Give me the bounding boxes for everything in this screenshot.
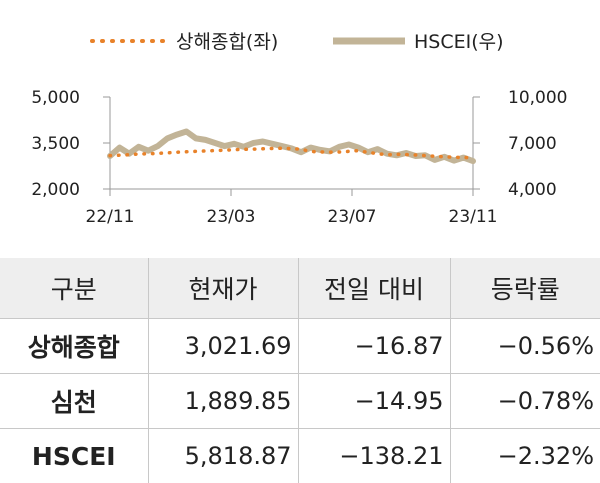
- row-index-name: HSCEI: [0, 429, 148, 483]
- legend: 상해종합(좌) HSCEI(우): [92, 31, 504, 53]
- header-change-rate: 등락률: [450, 258, 600, 319]
- right-tick-label: 10,000: [508, 88, 567, 108]
- left-tick-label: 5,000: [31, 88, 80, 108]
- legend-label-hscei: HSCEI(우): [414, 31, 504, 53]
- x-tick-label: 23/03: [207, 207, 256, 227]
- row-index-name: 상해종합: [0, 319, 148, 374]
- right-axis-labels: 10,000 7,000 4,000: [508, 88, 567, 200]
- x-tick-label: 23/11: [449, 207, 498, 227]
- series-line-hscei: [110, 132, 473, 162]
- table-row: 심천 1,889.85 −14.95 −0.78%: [0, 374, 600, 429]
- index-quote-table: 구분 현재가 전일 대비 등락률 상해종합 3,021.69 −16.87 −0…: [0, 258, 600, 483]
- row-index-name: 심천: [0, 374, 148, 429]
- row-change-rate: −0.56%: [450, 319, 600, 374]
- right-tick-label: 4,000: [508, 180, 557, 200]
- left-axis-labels: 5,000 3,500 2,000: [31, 88, 80, 200]
- row-change: −14.95: [298, 374, 450, 429]
- row-change: −138.21: [298, 429, 450, 483]
- header-category: 구분: [0, 258, 148, 319]
- table-row: 상해종합 3,021.69 −16.87 −0.56%: [0, 319, 600, 374]
- row-change: −16.87: [298, 319, 450, 374]
- header-change: 전일 대비: [298, 258, 450, 319]
- x-tick-label: 23/07: [328, 207, 377, 227]
- row-current-price: 3,021.69: [148, 319, 298, 374]
- x-axis-labels: 22/11 23/03 23/07 23/11: [86, 207, 498, 227]
- table-row: HSCEI 5,818.87 −138.21 −2.32%: [0, 429, 600, 483]
- table-header-row: 구분 현재가 전일 대비 등락률: [0, 258, 600, 319]
- header-current-price: 현재가: [148, 258, 298, 319]
- legend-label-shanghai: 상해종합(좌): [176, 31, 278, 53]
- row-current-price: 1,889.85: [148, 374, 298, 429]
- left-tick-label: 2,000: [31, 180, 80, 200]
- right-tick-label: 7,000: [508, 134, 557, 154]
- left-tick-label: 3,500: [31, 134, 80, 154]
- row-change-rate: −2.32%: [450, 429, 600, 483]
- x-tick-label: 22/11: [86, 207, 135, 227]
- row-change-rate: −0.78%: [450, 374, 600, 429]
- row-current-price: 5,818.87: [148, 429, 298, 483]
- index-line-chart: 상해종합(좌) HSCEI(우) 5,000 3,500 2,000 10,00…: [0, 0, 600, 250]
